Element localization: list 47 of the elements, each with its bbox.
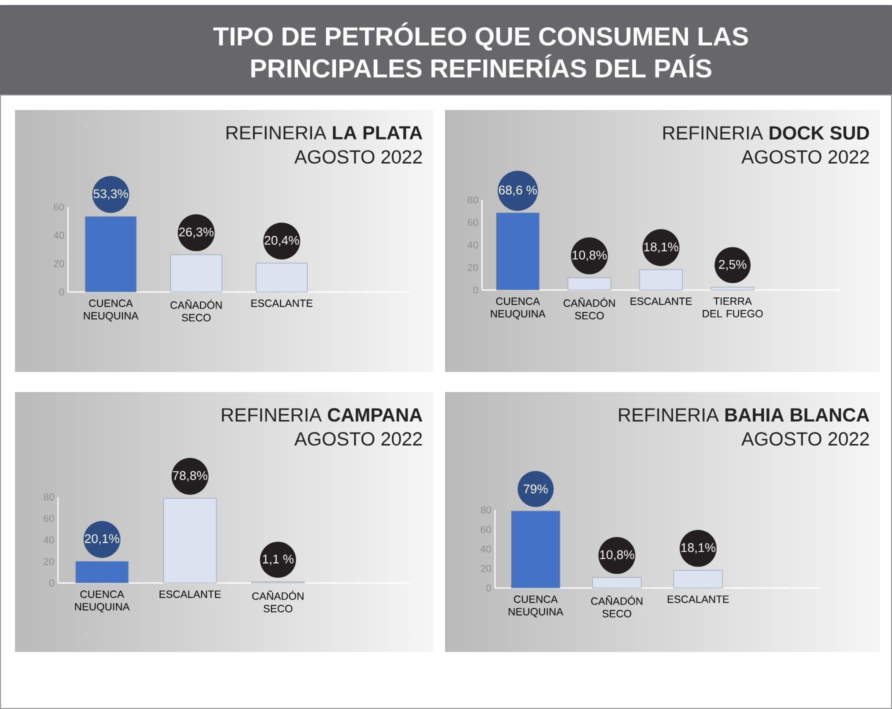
data-label: 1,1 % <box>262 554 294 565</box>
data-label: 78,8% <box>172 471 208 482</box>
data-label: 2,5% <box>718 260 746 270</box>
data-label: 10,8% <box>600 550 634 561</box>
bar <box>592 577 642 588</box>
chart-subtitle: AGOSTO 2022 <box>741 150 869 164</box>
bar <box>496 212 540 290</box>
bar <box>163 498 217 584</box>
x-tick-label: CAÑADÓN SECO <box>564 298 615 320</box>
x-tick-label: ESCALANTE <box>251 300 313 307</box>
x-tick-label: TIERRA DEL FUEGO <box>702 298 763 318</box>
x-tick-label: CUENCA NEUQUINA <box>490 298 546 320</box>
bar <box>84 216 137 292</box>
bar <box>710 286 754 290</box>
text: AGOSTO 2022 <box>741 432 869 446</box>
x-tick-label: CAÑADÓN SECO <box>252 590 304 612</box>
x-tick-label: CUENCA NEUQUINA <box>84 300 138 322</box>
bar <box>568 278 612 290</box>
x-tick-label: CAÑADÓN SECO <box>591 596 642 618</box>
x-tick-label: CUENCA NEUQUINA <box>75 590 130 612</box>
bar <box>674 570 723 588</box>
x-tick-label: ESCALANTE <box>668 596 729 603</box>
x-tick-label: CUENCA NEUQUINA <box>508 596 564 618</box>
bar <box>511 510 560 588</box>
data-label: 26,3% <box>179 228 214 238</box>
x-tick-label: ESCALANTE <box>160 590 221 598</box>
chart-title: REFINERIA DOCK SUD <box>663 126 869 140</box>
bar <box>75 561 129 584</box>
text: TIPO DE PETRÓLEO QUE CONSUMEN LAS PRINCIPALES REFINERÍAS DEL PAÍS <box>213 22 748 78</box>
bar <box>170 254 222 292</box>
bar <box>639 269 683 290</box>
chart-title: REFINERIA BAHIA BLANCA <box>619 408 870 422</box>
chart-subtitle: AGOSTO 2022 <box>294 150 422 164</box>
data-label: 18,1% <box>681 543 716 554</box>
data-label: 79% <box>524 484 548 494</box>
data-label: 18,1% <box>644 242 678 253</box>
data-label: 20,1% <box>84 534 120 545</box>
data-label: 20,4% <box>264 236 300 246</box>
chart-title: REFINERIA LA PLATA <box>226 126 422 140</box>
data-label: 68,6 % <box>498 186 537 196</box>
data-label: 10,8% <box>572 250 607 262</box>
x-tick-label: CAÑADÓN SECO <box>170 300 222 322</box>
bar <box>256 262 308 292</box>
data-label: 53,3% <box>94 189 128 200</box>
x-tick-label: ESCALANTE <box>630 298 692 305</box>
chart-title: REFINERIA CAMPANA <box>222 408 422 422</box>
chart-subtitle: AGOSTO 2022 <box>294 432 422 446</box>
